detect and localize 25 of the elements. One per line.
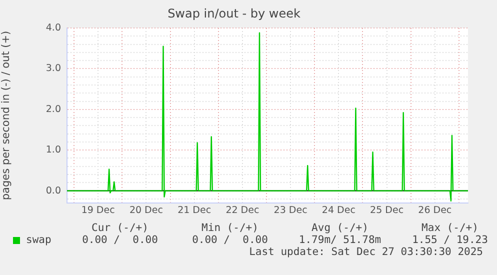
text: 1.55 / 19.23 [411,234,489,246]
y-tick-label: 1.0 [46,144,61,156]
legend-label: swap [26,234,52,246]
text: Last update: Sat Dec 27 03:30:30 2025 [249,246,483,258]
text: 1.79m/ 51.78m [298,234,382,246]
x-tick-label: 26 Dec [418,205,452,216]
x-tick-label: 22 Dec [226,205,260,216]
text: Cur (-/+) [90,222,150,234]
x-tick-label: 24 Dec [322,205,356,216]
chart-title: Swap in/out - by week [168,6,300,20]
text: 0.00 / 0.00 [191,234,269,246]
y-tick-label: 2.0 [46,104,61,115]
text: Min (-/+) [200,222,260,234]
text: Max (-/+) [420,222,480,234]
y-tick-label: 3.0 [46,63,61,74]
y-axis-title: pages per second in (-) / out (+) [0,30,12,200]
x-tick-label: 20 Dec [129,205,163,216]
text: Avg (-/+) [310,222,370,234]
x-tick-label: 23 Dec [274,205,308,216]
y-tick-label: 4.0 [46,22,61,34]
y-tick-label: 0.0 [46,185,61,196]
x-tick-label: 25 Dec [370,205,404,216]
x-tick-label: 19 Dec [81,205,115,216]
text: 0.00 / 0.00 [81,234,159,246]
x-tick-label: 21 Dec [178,205,212,216]
